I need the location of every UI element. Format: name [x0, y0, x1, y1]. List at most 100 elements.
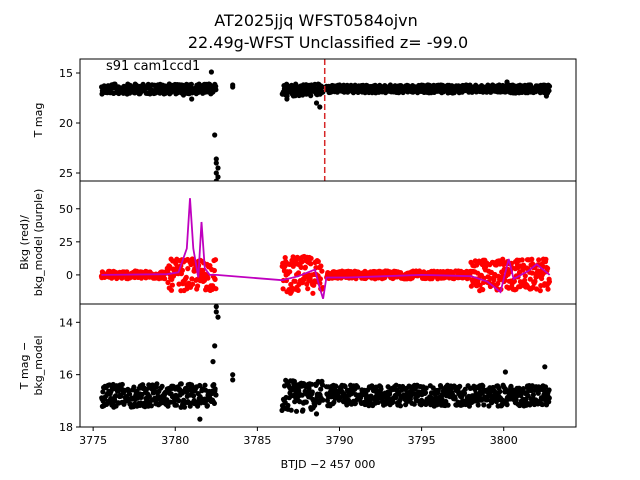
y-tick-label: 14 — [59, 316, 73, 329]
y-axis-label-line: Bkg (red)/ — [18, 215, 31, 270]
data-point — [315, 258, 321, 265]
data-point — [529, 256, 535, 262]
x-tick-label: 3780 — [161, 434, 189, 447]
outlier-point — [213, 170, 219, 176]
x-tick-label: 3785 — [243, 434, 271, 447]
data-point — [200, 267, 206, 273]
data-point — [165, 279, 171, 286]
data-point — [320, 397, 326, 403]
data-point — [504, 402, 510, 408]
y-axis-label-line: T mag − — [18, 342, 31, 390]
data-point — [154, 381, 160, 387]
data-point — [168, 287, 175, 293]
outlier-point — [210, 359, 216, 365]
data-point — [319, 382, 326, 388]
data-point — [536, 257, 542, 263]
outlier-point — [208, 69, 214, 75]
data-point — [452, 396, 458, 402]
data-point — [298, 264, 304, 270]
data-point — [546, 395, 552, 401]
data-point — [285, 402, 291, 408]
data-point — [179, 267, 185, 273]
data-point — [305, 286, 311, 292]
data-point — [288, 407, 294, 413]
y-tick-label: 25 — [59, 236, 73, 249]
data-point — [183, 274, 189, 280]
data-point — [300, 407, 306, 413]
data-point — [331, 399, 337, 405]
data-point — [295, 270, 302, 276]
data-point — [291, 378, 297, 384]
data-point — [288, 281, 294, 288]
data-point — [497, 388, 503, 395]
x-tick-label: 3795 — [408, 434, 436, 447]
data-point — [333, 383, 339, 389]
data-point — [148, 403, 154, 409]
data-point — [317, 276, 323, 282]
data-point — [530, 392, 537, 398]
data-point — [352, 400, 358, 406]
outlier-point — [230, 372, 236, 378]
data-point — [375, 399, 381, 405]
data-point — [545, 265, 551, 271]
data-point — [546, 279, 553, 285]
outlier-point — [313, 411, 320, 417]
y-axis-label: Bkg (red)/bkg_model (purple) — [18, 189, 45, 296]
data-point — [299, 259, 305, 265]
panel-frame — [79, 58, 577, 182]
x-tick-label: 3790 — [325, 434, 353, 447]
outlier-point — [317, 104, 323, 110]
data-point — [318, 263, 324, 269]
data-point — [474, 262, 480, 268]
data-point — [546, 83, 553, 89]
data-point — [213, 87, 219, 93]
x-tick-label: 3775 — [79, 434, 107, 447]
data-point — [211, 382, 217, 388]
y-tick-label: 15 — [59, 67, 73, 80]
data-point — [527, 276, 533, 282]
data-point — [318, 386, 324, 392]
data-point — [212, 276, 218, 282]
y-axis-label: T mag — [32, 103, 45, 139]
outlier-point — [284, 96, 290, 102]
y-axis-label-line: bkg_model — [32, 335, 45, 395]
data-point — [185, 266, 191, 272]
data-point — [212, 257, 219, 263]
data-point — [477, 282, 483, 288]
data-point — [309, 389, 315, 395]
data-point — [308, 255, 314, 261]
data-point — [481, 402, 487, 408]
data-point — [295, 287, 301, 293]
outlier-point — [230, 84, 236, 90]
data-point — [302, 264, 308, 270]
data-point — [309, 381, 315, 387]
data-point — [439, 396, 445, 402]
data-point — [188, 81, 194, 87]
data-point — [119, 381, 125, 388]
data-point — [319, 268, 325, 274]
outlier-point — [213, 309, 219, 315]
data-point — [297, 399, 303, 405]
outlier-point — [212, 132, 218, 138]
data-point — [207, 263, 213, 269]
data-point — [195, 283, 201, 289]
bkg-model-line — [101, 198, 551, 299]
data-point — [311, 282, 317, 288]
data-point — [546, 387, 552, 393]
y-axis-label-line: T mag — [32, 103, 45, 139]
y-tick-label: 25 — [59, 167, 73, 180]
outlier-point — [543, 93, 550, 99]
data-point — [519, 257, 525, 263]
data-point — [543, 256, 549, 262]
y-axis-label: T mag −bkg_model — [18, 335, 45, 395]
data-point — [462, 386, 468, 392]
data-point — [422, 390, 429, 396]
outlier-point — [189, 96, 195, 102]
data-point — [513, 397, 519, 403]
chart-title-line2: 22.49g-WFST Unclassified z= -99.0 — [188, 33, 468, 52]
data-point — [127, 391, 133, 397]
data-point — [131, 384, 137, 390]
data-point — [472, 258, 478, 264]
data-point — [308, 93, 314, 99]
